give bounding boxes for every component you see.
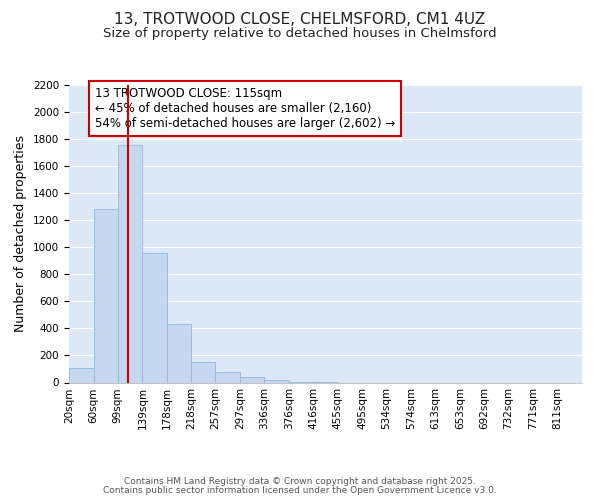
- Bar: [264, 380, 289, 382]
- Text: Contains HM Land Registry data © Crown copyright and database right 2025.: Contains HM Land Registry data © Crown c…: [124, 477, 476, 486]
- Text: 13, TROTWOOD CLOSE, CHELMSFORD, CM1 4UZ: 13, TROTWOOD CLOSE, CHELMSFORD, CM1 4UZ: [115, 12, 485, 28]
- Bar: [191, 362, 215, 382]
- Bar: [215, 372, 240, 382]
- Bar: [118, 144, 142, 382]
- Text: Size of property relative to detached houses in Chelmsford: Size of property relative to detached ho…: [103, 28, 497, 40]
- Text: 13 TROTWOOD CLOSE: 115sqm
← 45% of detached houses are smaller (2,160)
54% of se: 13 TROTWOOD CLOSE: 115sqm ← 45% of detac…: [95, 87, 395, 130]
- Y-axis label: Number of detached properties: Number of detached properties: [14, 135, 28, 332]
- Bar: [69, 368, 94, 382]
- Bar: [167, 324, 191, 382]
- Text: Contains public sector information licensed under the Open Government Licence v3: Contains public sector information licen…: [103, 486, 497, 495]
- Bar: [142, 252, 167, 382]
- Bar: [240, 377, 264, 382]
- Bar: [94, 210, 118, 382]
